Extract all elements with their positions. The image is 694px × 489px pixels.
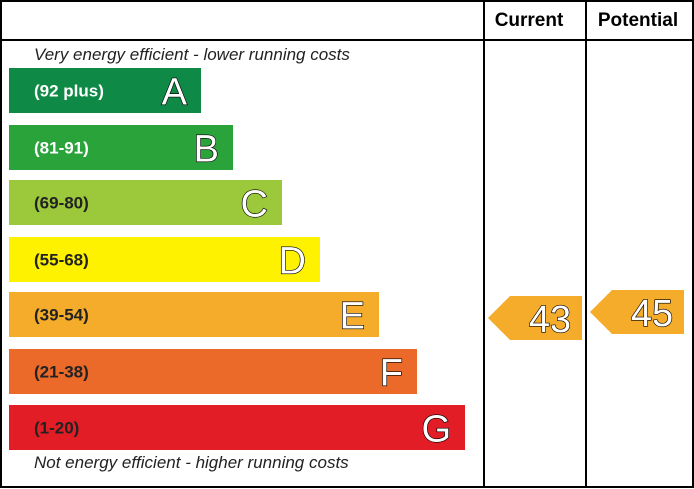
band-a-letter: A [162, 72, 188, 114]
rating-markers: 43 45 [488, 290, 684, 342]
current-rating-value: 43 [529, 299, 571, 341]
potential-rating-arrow [590, 290, 684, 334]
band-a-bar [9, 68, 201, 113]
band-b-letter: B [194, 129, 219, 171]
band-f-range: (21-38) [34, 363, 89, 382]
band-e-letter: E [340, 296, 365, 338]
band-g-range: (1-20) [34, 419, 79, 438]
band-c-bar [9, 180, 282, 225]
band-f-letter: F [380, 353, 403, 395]
band-b-range: (81-91) [34, 139, 89, 158]
band-g-letter: G [421, 409, 451, 451]
band-d-letter: D [279, 241, 306, 283]
band-g-bar [9, 405, 465, 450]
top-efficiency-note: Very energy efficient - lower running co… [34, 45, 350, 64]
current-rating-arrow [488, 296, 582, 340]
band-f-bar [9, 349, 417, 394]
bottom-efficiency-note: Not energy efficient - higher running co… [34, 453, 349, 472]
band-a-range: (92 plus) [34, 82, 104, 101]
band-d-range: (55-68) [34, 251, 89, 270]
band-e-bar [9, 292, 379, 337]
current-header: Current [495, 10, 564, 31]
rating-bands: (92 plus) A (81-91) B (69-80) C (55-68) D (39-54… [9, 68, 465, 451]
band-b-bar [9, 125, 233, 170]
band-d-bar [9, 237, 320, 282]
potential-rating-value: 45 [631, 293, 673, 335]
potential-header: Potential [598, 10, 678, 31]
band-e-range: (39-54) [34, 306, 89, 325]
band-c-range: (69-80) [34, 194, 89, 213]
band-c-letter: C [241, 184, 268, 226]
